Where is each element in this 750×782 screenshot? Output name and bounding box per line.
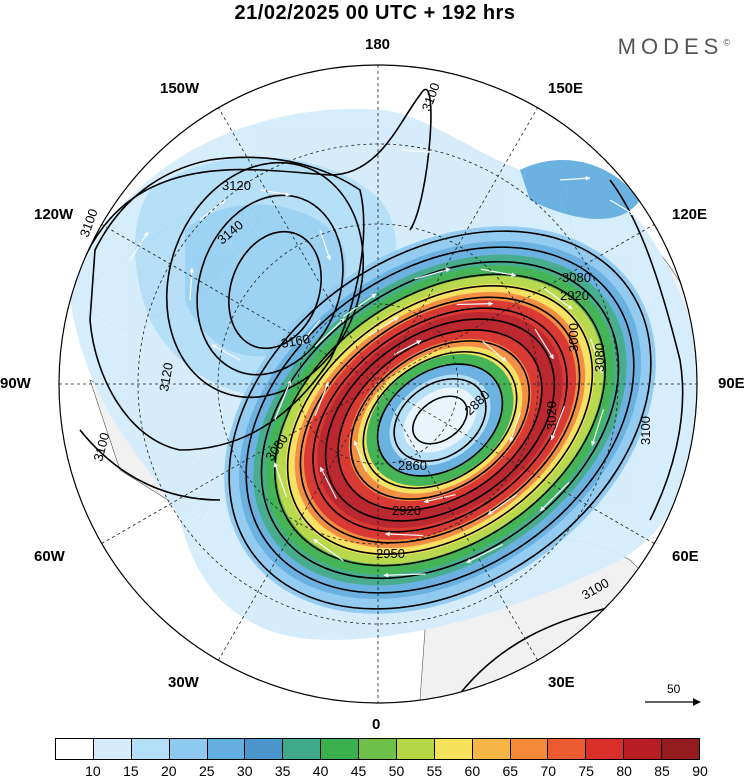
- lon-label-30e: 30E: [548, 674, 575, 691]
- contour-label: 3160: [280, 331, 311, 351]
- lon-label-150e: 150E: [548, 80, 584, 97]
- colorbar-swatch: [321, 739, 359, 759]
- colorbar-swatch: [662, 739, 699, 759]
- lon-label-120w: 120W: [34, 206, 74, 223]
- contour-label: 3100: [638, 416, 653, 445]
- colorbar-swatch: [548, 739, 587, 759]
- contour-label: 3080: [562, 270, 591, 285]
- colorbar-tick-label: 35: [274, 763, 291, 779]
- colorbar-tick-label: 70: [540, 763, 557, 779]
- colorbar-tick-label: 55: [426, 763, 443, 779]
- colorbar-tick-label: 75: [578, 763, 594, 779]
- colorbar-swatch: [283, 739, 322, 759]
- colorbar-swatch: [245, 739, 284, 759]
- colorbar-tick-label: 45: [350, 763, 367, 779]
- colorbar-swatch: [131, 739, 170, 759]
- colorbar-swatch: [207, 739, 246, 759]
- lon-label-60e: 60E: [672, 548, 699, 565]
- contour-label: 3020: [544, 401, 559, 430]
- colorbar-tick-label: 25: [198, 763, 215, 779]
- map-border: [58, 64, 698, 704]
- contour-label: 2950: [376, 546, 405, 561]
- colorbar-tick-label: 15: [123, 763, 139, 779]
- colorbar-tick-label: 60: [464, 763, 481, 779]
- colorbar-tick-label: 30: [236, 763, 253, 779]
- colorbar-swatch: [434, 739, 473, 759]
- lon-label-150w: 150W: [160, 80, 200, 97]
- contour-label: 3120: [156, 361, 176, 392]
- map-disk: [59, 65, 697, 703]
- copyright-mark: ©: [723, 37, 730, 48]
- map-title: 21/02/2025 00 UTC + 192 hrs: [234, 2, 516, 24]
- lon-label-60w: 60W: [34, 548, 65, 565]
- brand-text: MODES: [617, 34, 724, 59]
- contour-label: 2920: [392, 503, 421, 518]
- colorbar-tick-label: 50: [388, 763, 405, 779]
- colorbar-tick-label: 40: [312, 763, 329, 779]
- colorbar-swatch: [472, 739, 511, 759]
- height-contours: [69, 88, 697, 701]
- contour-label: 3100: [90, 431, 112, 463]
- colorbar-swatch: [93, 739, 132, 759]
- colorbar-tick-label: 10: [85, 763, 101, 779]
- colorbar-swatch: [396, 739, 435, 759]
- wind-vectors: [129, 149, 636, 578]
- lon-label-90e: 90E: [718, 375, 745, 392]
- lon-label-30w: 30W: [168, 674, 199, 691]
- contour-label: 2920: [560, 288, 589, 303]
- colorbar-swatch: [586, 739, 625, 759]
- colorbar-swatch: [359, 739, 397, 759]
- lon-label-0: 0: [372, 716, 381, 733]
- contour-label: 2860: [398, 458, 427, 473]
- colorbar-swatch: [624, 739, 662, 759]
- contour-label: 3080: [592, 343, 607, 372]
- lon-label-180: 180: [365, 36, 391, 53]
- graticule: [59, 65, 697, 703]
- colorbar-tick-label: 65: [502, 763, 519, 779]
- colorbar-swatch: [510, 739, 549, 759]
- colorbar-swatch: [169, 739, 208, 759]
- reference-vector-label: 50: [667, 682, 681, 696]
- colorbar-tick-label: 20: [161, 763, 177, 779]
- brand-logo: MODES©: [618, 34, 730, 60]
- lon-label-90w: 90W: [0, 375, 31, 392]
- colorbar-swatch: [56, 739, 94, 759]
- colorbar-tick-label: 90: [692, 763, 708, 779]
- colorbar-ticks: 10 15 20 25 30 35 40 45 50 55 60 65 70 75 80 85 90: [55, 763, 708, 781]
- lon-label-120e: 120E: [672, 206, 708, 223]
- colorbar-tick-label: 85: [654, 763, 670, 779]
- contour-label: 3000: [566, 323, 581, 352]
- colorbar: [55, 738, 700, 760]
- contour-label: 3120: [222, 178, 251, 193]
- colorbar-tick-label: 80: [616, 763, 632, 779]
- reference-vector-arrow: [645, 698, 701, 706]
